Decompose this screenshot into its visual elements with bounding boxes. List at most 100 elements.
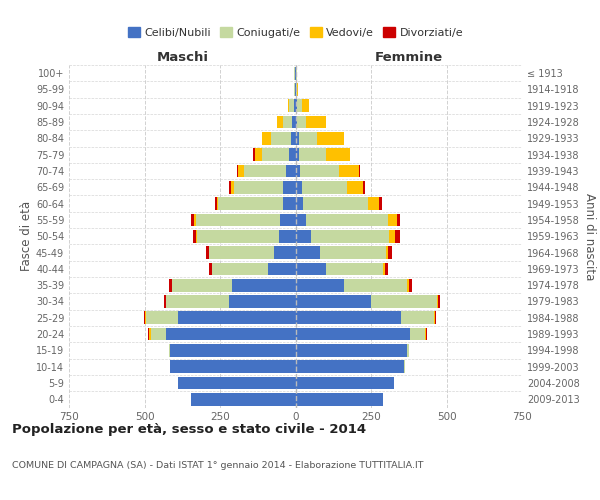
Text: Maschi: Maschi (156, 51, 208, 64)
Bar (296, 328, 410, 340)
Bar (209, 262, 212, 275)
Bar (296, 360, 404, 373)
Bar (426, 328, 427, 340)
Bar (299, 132, 317, 145)
Bar (410, 328, 425, 340)
Bar (262, 148, 289, 161)
Bar (262, 132, 271, 145)
Bar (296, 214, 306, 226)
Bar (271, 132, 291, 145)
Bar (302, 100, 309, 112)
Bar (233, 181, 283, 194)
Bar (296, 246, 320, 259)
Bar (303, 198, 368, 210)
Bar (229, 181, 230, 194)
Bar (296, 181, 302, 194)
Bar (286, 164, 296, 177)
Bar (297, 100, 302, 112)
Bar (215, 198, 217, 210)
Bar (437, 295, 438, 308)
Bar (193, 230, 196, 242)
Bar (296, 148, 299, 161)
Bar (178, 376, 296, 390)
Bar (206, 246, 209, 259)
Bar (296, 262, 326, 275)
Bar (294, 83, 295, 96)
Bar (277, 116, 283, 128)
Text: COMUNE DI CAMPAGNA (SA) - Dati ISTAT 1° gennaio 2014 - Elaborazione TUTTITALIA.I: COMUNE DI CAMPAGNA (SA) - Dati ISTAT 1° … (12, 460, 424, 469)
Bar (280, 214, 296, 226)
Bar (320, 246, 386, 259)
Bar (379, 198, 382, 210)
Bar (194, 214, 196, 226)
Bar (306, 214, 388, 226)
Bar (296, 376, 394, 390)
Bar (296, 230, 311, 242)
Bar (212, 262, 268, 275)
Bar (347, 181, 364, 194)
Bar (274, 246, 296, 259)
Bar (218, 198, 283, 210)
Bar (368, 198, 379, 210)
Bar (302, 181, 347, 194)
Bar (149, 328, 151, 340)
Bar (244, 164, 286, 177)
Bar (297, 116, 306, 128)
Bar (297, 83, 298, 96)
Bar (395, 230, 400, 242)
Bar (386, 246, 388, 259)
Bar (172, 279, 232, 291)
Bar (371, 295, 437, 308)
Bar (170, 344, 296, 357)
Bar (178, 312, 296, 324)
Bar (296, 198, 303, 210)
Bar (300, 164, 339, 177)
Bar (296, 344, 407, 357)
Bar (191, 393, 296, 406)
Bar (191, 214, 194, 226)
Bar (296, 116, 297, 128)
Bar (148, 328, 149, 340)
Text: Popolazione per età, sesso e stato civile - 2014: Popolazione per età, sesso e stato civil… (12, 422, 366, 436)
Bar (438, 295, 440, 308)
Bar (296, 164, 300, 177)
Bar (409, 279, 412, 291)
Bar (151, 328, 166, 340)
Text: Femmine: Femmine (374, 51, 443, 64)
Bar (170, 360, 296, 373)
Legend: Celibi/Nubili, Coniugati/e, Vedovi/e, Divorziati/e: Celibi/Nubili, Coniugati/e, Vedovi/e, Di… (124, 22, 467, 42)
Bar (296, 279, 344, 291)
Bar (407, 279, 409, 291)
Bar (295, 83, 296, 96)
Bar (279, 230, 296, 242)
Bar (292, 116, 296, 128)
Bar (407, 344, 409, 357)
Bar (209, 246, 274, 259)
Bar (164, 295, 166, 308)
Bar (289, 100, 294, 112)
Bar (232, 279, 296, 291)
Bar (169, 279, 172, 291)
Bar (289, 148, 296, 161)
Bar (169, 344, 170, 357)
Bar (295, 67, 296, 80)
Bar (145, 312, 146, 324)
Bar (283, 181, 296, 194)
Bar (404, 360, 405, 373)
Bar (434, 312, 435, 324)
Bar (230, 181, 233, 194)
Bar (196, 230, 197, 242)
Bar (253, 148, 255, 161)
Bar (297, 67, 298, 80)
Bar (364, 181, 365, 194)
Bar (255, 148, 262, 161)
Y-axis label: Anni di nascita: Anni di nascita (583, 192, 596, 280)
Bar (296, 83, 297, 96)
Bar (326, 148, 350, 161)
Bar (435, 312, 436, 324)
Bar (388, 214, 397, 226)
Bar (229, 295, 296, 308)
Bar (296, 132, 299, 145)
Bar (288, 100, 289, 112)
Bar (311, 230, 389, 242)
